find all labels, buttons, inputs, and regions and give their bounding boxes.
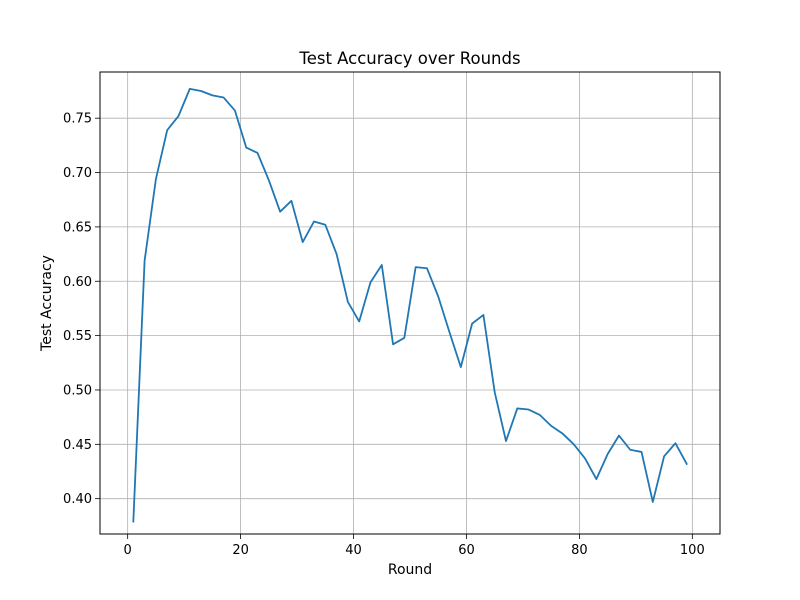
y-tick-label: 0.45 <box>63 438 92 453</box>
y-tick-label: 0.75 <box>63 112 92 127</box>
y-tick-label: 0.65 <box>63 220 92 235</box>
x-tick-label: 40 <box>345 543 362 558</box>
y-tick-label: 0.50 <box>63 383 92 398</box>
x-tick-label: 80 <box>571 543 588 558</box>
gridlines <box>100 72 720 534</box>
x-axis: 0 20 40 60 80 100 <box>124 534 705 558</box>
x-tick-label: 20 <box>232 543 249 558</box>
chart-title: Test Accuracy over Rounds <box>298 49 520 68</box>
x-axis-title: Round <box>388 562 432 578</box>
x-tick-label: 100 <box>680 543 705 558</box>
x-tick-label: 60 <box>458 543 475 558</box>
y-tick-label: 0.55 <box>63 329 92 344</box>
y-tick-label: 0.40 <box>63 492 92 507</box>
y-tick-label: 0.70 <box>63 166 92 181</box>
y-tick-label: 0.60 <box>63 275 92 290</box>
y-axis-title: Test Accuracy <box>39 255 55 352</box>
series-layer <box>132 87 688 523</box>
x-tick-label: 0 <box>124 543 132 558</box>
y-axis: 0.40 0.45 0.50 0.55 0.60 0.65 0.70 0.75 <box>63 112 100 507</box>
test-accuracy-line <box>132 87 688 523</box>
plot-frame <box>99 71 721 535</box>
